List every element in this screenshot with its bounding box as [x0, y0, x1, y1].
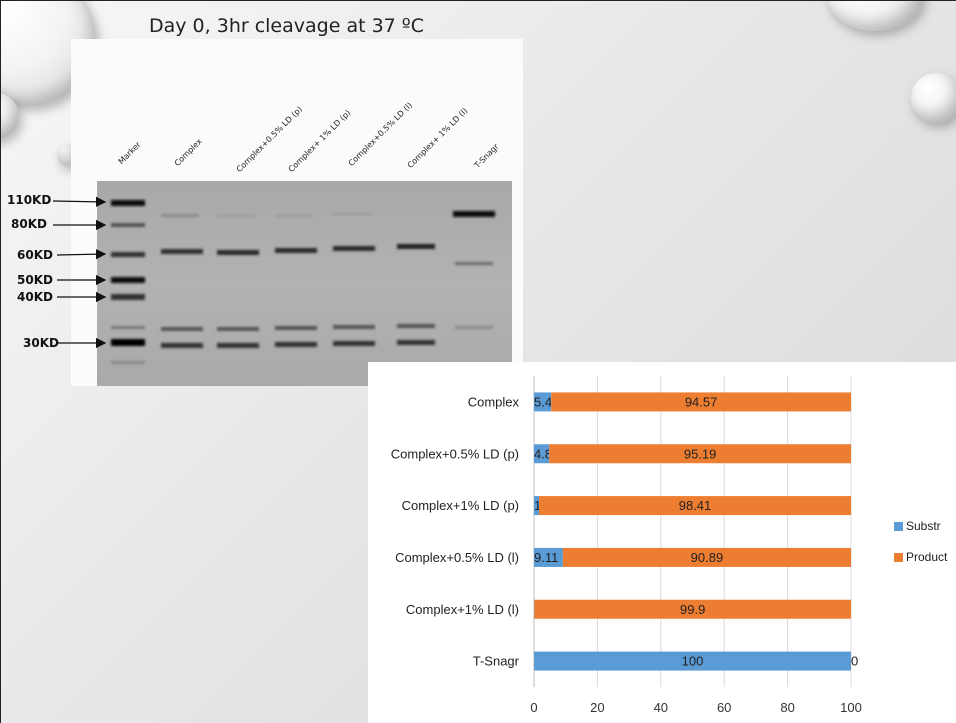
bar-product: [551, 392, 851, 412]
legend-swatch-substr: [894, 522, 903, 532]
x-tick-label-40: 40: [654, 700, 668, 715]
gel-bands: [111, 200, 495, 364]
marker-label-110kd: 110KD: [7, 193, 52, 207]
legend-item-product: Product: [894, 550, 947, 564]
bar-substr: [534, 496, 540, 516]
legend-swatch-product: [894, 553, 903, 563]
marker-label-40kd: 40KD: [17, 290, 53, 304]
x-tick-label-60: 60: [717, 700, 731, 715]
data-label-product: 90.89: [691, 550, 724, 565]
category-label: Complex+1% LD (p): [402, 498, 519, 513]
slide-title: Day 0, 3hr cleavage at 37 ºC: [149, 15, 425, 37]
marker-lane-bands: [111, 200, 145, 364]
decorative-bubble-left: [1, 93, 19, 139]
bar-product: [539, 496, 851, 516]
bar-product: [562, 547, 851, 567]
sample-lane-bands: [161, 211, 495, 348]
x-tick-label-20: 20: [590, 700, 604, 715]
data-label-product: 0: [851, 654, 858, 669]
category-label: Complex+0.5% LD (p): [391, 446, 519, 461]
x-tick-label-0: 0: [530, 700, 537, 715]
decorative-bubble-right: [911, 73, 956, 123]
category-label: T-Snagr: [473, 654, 520, 669]
x-tick-label-100: 100: [840, 700, 862, 715]
chart-area: 0 20 40 60 80 100 Complex 5.43 94.57 Complex+0.5%…: [368, 362, 956, 723]
category-label: Complex+1% LD (l): [406, 602, 519, 617]
marker-label-30kd: 30KD: [23, 336, 59, 350]
bar-product: [534, 599, 851, 619]
gel-image: [97, 181, 512, 386]
data-label-substr: 100: [682, 654, 704, 669]
data-label-product: 94.57: [685, 394, 718, 409]
decorative-bubble-top-right: [827, 1, 923, 31]
data-label-substr: 9.11: [534, 550, 558, 565]
legend-label-product: Product: [906, 550, 948, 564]
data-label-product: 95.19: [684, 446, 717, 461]
bar-substr: [534, 547, 563, 567]
x-tick-label-80: 80: [780, 700, 794, 715]
data-label-product: 98.41: [679, 498, 712, 513]
legend-item-substr: Substr: [894, 519, 941, 533]
data-label-product: 99.9: [680, 602, 705, 617]
marker-label-50kd: 50KD: [17, 273, 53, 287]
marker-label-60kd: 60KD: [17, 248, 53, 262]
category-label: Complex: [468, 394, 520, 409]
legend-label-substr: Substr: [906, 519, 941, 533]
bar-substr: [534, 392, 552, 412]
bar-substr: [534, 444, 550, 464]
category-label: Complex+0.5% LD (l): [395, 550, 519, 565]
bar-product: [549, 444, 851, 464]
bar-substr: [534, 651, 851, 671]
marker-label-80kd: 80KD: [11, 217, 47, 231]
